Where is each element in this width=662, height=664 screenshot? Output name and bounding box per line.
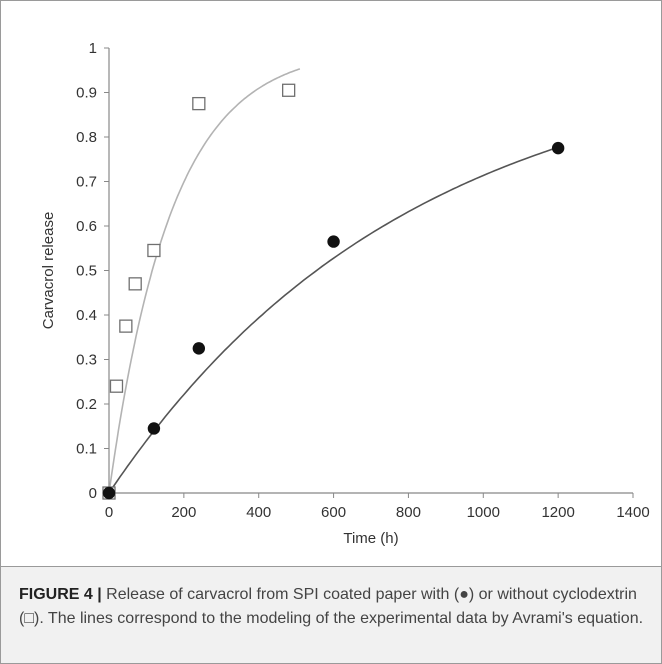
y-tick-label: 0.9 xyxy=(76,85,97,102)
x-tick-label: 800 xyxy=(396,504,421,521)
carvacrol-release-chart: 0 200 400 600 800 1000 1200 1400 0 0.1 0.2 0.3 0.4 0.… xyxy=(40,40,650,547)
x-tick-label: 1000 xyxy=(467,504,500,521)
caption-text: Release of carvacrol from SPI coated pap… xyxy=(19,586,644,627)
figure-caption: FIGURE 4 | Release of carvacrol from SPI… xyxy=(19,583,647,631)
data-point-square xyxy=(119,319,133,333)
y-tick-label: 0.4 xyxy=(76,307,97,324)
data-point-square xyxy=(147,243,161,258)
y-tick-label: 0.2 xyxy=(76,396,97,413)
y-tick-label: 0.5 xyxy=(76,263,97,280)
x-tick-label: 1400 xyxy=(616,504,649,521)
data-point-square xyxy=(282,83,296,97)
x-tick-label: 0 xyxy=(105,504,113,521)
data-points xyxy=(102,83,565,500)
caption-background xyxy=(1,567,661,663)
model-curves xyxy=(108,68,559,494)
y-tick-label: 0.3 xyxy=(76,352,97,369)
y-tick-label: 1 xyxy=(89,40,97,57)
y-tick-label: 0.1 xyxy=(76,441,97,458)
data-point-circle xyxy=(102,486,116,500)
data-point-square xyxy=(128,277,142,291)
x-tick-label: 1200 xyxy=(541,504,574,521)
tick-labels: 0 200 400 600 800 1000 1200 1400 0 0.1 0.2 0.3 0.4 0.… xyxy=(76,40,650,521)
data-point-square xyxy=(192,96,206,111)
data-point-circle xyxy=(192,342,206,355)
avrami-fit-curve xyxy=(108,146,559,494)
data-point-circle xyxy=(551,141,565,155)
data-point-circle xyxy=(327,235,340,248)
x-tick-label: 600 xyxy=(321,504,346,521)
data-point-square xyxy=(109,379,124,393)
data-point-circle xyxy=(147,422,161,435)
x-axis-label: Time (h) xyxy=(343,530,398,547)
y-axis-label: Carvacrol release xyxy=(40,212,57,330)
avrami-fit-curve xyxy=(108,68,301,494)
y-tick-label: 0.7 xyxy=(76,174,97,191)
x-tick-label: 200 xyxy=(171,504,196,521)
caption-divider xyxy=(1,566,661,567)
x-tick-label: 400 xyxy=(246,504,271,521)
y-tick-label: 0.6 xyxy=(76,218,97,235)
y-tick-label: 0.8 xyxy=(76,129,97,146)
figure-number: FIGURE 4 | xyxy=(19,586,102,603)
y-tick-label: 0 xyxy=(89,485,97,502)
axes xyxy=(108,48,633,494)
